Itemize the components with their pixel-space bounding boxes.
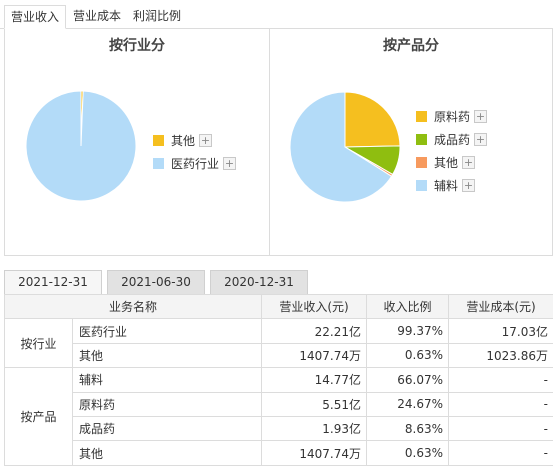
legend-product-other[interactable]: 其他 + bbox=[416, 155, 526, 171]
row-ratio: 0.63% bbox=[366, 440, 450, 466]
table-row: 按行业 医药行业 22.21亿 99.37% 17.03亿 bbox=[4, 318, 553, 369]
legend-industry-other[interactable]: 其他 + bbox=[153, 133, 253, 149]
row-ratio: 99.37% bbox=[366, 318, 450, 344]
legend-swatch bbox=[153, 158, 164, 169]
tab-cost[interactable]: 营业成本 bbox=[72, 9, 121, 23]
product-panel: 按产品分 原料药 + 成品药 + 其他 + 辅料 + bbox=[270, 29, 553, 256]
product-pie-slice-0[interactable] bbox=[344, 91, 401, 148]
row-revenue: 1.93亿 bbox=[261, 415, 368, 442]
expand-plus-icon[interactable]: + bbox=[462, 179, 475, 192]
row-cost: - bbox=[448, 391, 553, 417]
row-revenue: 14.77亿 bbox=[261, 367, 368, 393]
row-revenue: 1407.74万 bbox=[261, 342, 368, 369]
legend-product-finished[interactable]: 成品药 + bbox=[416, 132, 526, 148]
legend-swatch bbox=[416, 111, 427, 122]
row-name: 原料药 bbox=[71, 391, 263, 417]
expand-plus-icon[interactable]: + bbox=[474, 133, 487, 146]
top-tab-bar: 营业收入 营业成本 利润比例 bbox=[0, 0, 553, 29]
header-business-name: 业务名称 bbox=[3, 293, 263, 320]
table-row: 其他 1407.74万 0.63% 1023.86万 bbox=[5, 342, 553, 369]
header-ratio: 收入比例 bbox=[366, 293, 450, 320]
table-row: 其他 1407.74万 0.63% - bbox=[5, 440, 553, 466]
row-name: 其他 bbox=[71, 440, 263, 466]
row-cost: 1023.86万 bbox=[448, 342, 553, 369]
row-name: 成品药 bbox=[71, 415, 263, 442]
header-cost: 营业成本(元) bbox=[448, 293, 553, 320]
header-revenue: 营业收入(元) bbox=[261, 293, 368, 320]
date-tab-2020-12-31[interactable]: 2020-12-31 bbox=[210, 270, 308, 294]
industry-panel-title: 按行业分 bbox=[109, 38, 165, 54]
legend-product-api[interactable]: 原料药 + bbox=[416, 109, 526, 125]
tab-revenue[interactable]: 营业收入 bbox=[4, 5, 66, 29]
product-pie-chart bbox=[289, 91, 401, 203]
row-ratio: 66.07% bbox=[366, 367, 450, 393]
legend-industry-pharma[interactable]: 医药行业 + bbox=[153, 156, 253, 172]
row-revenue: 1407.74万 bbox=[261, 440, 368, 466]
table-header-row: 业务名称 营业收入(元) 收入比例 营业成本(元) bbox=[3, 293, 553, 320]
expand-plus-icon[interactable]: + bbox=[223, 157, 236, 170]
legend-swatch bbox=[416, 180, 427, 191]
table-row: 原料药 5.51亿 24.67% - bbox=[5, 391, 553, 417]
legend-product-excipient[interactable]: 辅料 + bbox=[416, 178, 526, 194]
row-ratio: 0.63% bbox=[366, 342, 450, 369]
legend-label: 辅料 bbox=[434, 179, 459, 193]
industry-pie-chart bbox=[25, 90, 137, 202]
legend-swatch bbox=[416, 157, 427, 168]
date-tab-2021-12-31[interactable]: 2021-12-31 bbox=[4, 270, 102, 294]
row-ratio: 24.67% bbox=[366, 391, 450, 417]
legend-label: 医药行业 bbox=[171, 157, 220, 171]
legend-swatch bbox=[153, 135, 164, 146]
row-ratio: 8.63% bbox=[366, 415, 450, 442]
legend-swatch bbox=[416, 134, 427, 145]
legend-label: 其他 bbox=[434, 156, 459, 170]
row-cost: - bbox=[448, 367, 553, 393]
row-cost: - bbox=[448, 415, 553, 442]
legend-label: 原料药 bbox=[434, 110, 471, 124]
date-tab-2021-06-30[interactable]: 2021-06-30 bbox=[107, 270, 205, 294]
row-revenue: 5.51亿 bbox=[261, 391, 368, 417]
category-cell: 按行业 bbox=[4, 318, 73, 369]
product-pie-slice-3[interactable] bbox=[289, 91, 393, 203]
product-panel-title: 按产品分 bbox=[383, 38, 439, 54]
expand-plus-icon[interactable]: + bbox=[462, 156, 475, 169]
row-name: 医药行业 bbox=[71, 318, 263, 344]
row-name: 辅料 bbox=[71, 367, 263, 393]
table-row: 按产品 辅料 14.77亿 66.07% - bbox=[4, 367, 553, 466]
category-cell: 按产品 bbox=[4, 367, 73, 466]
tab-profit-ratio[interactable]: 利润比例 bbox=[132, 9, 181, 23]
expand-plus-icon[interactable]: + bbox=[199, 134, 212, 147]
business-breakdown-table: 业务名称 营业收入(元) 收入比例 营业成本(元) 按行业 医药行业 22.21… bbox=[3, 293, 553, 466]
table-row: 成品药 1.93亿 8.63% - bbox=[5, 415, 553, 442]
legend-label: 其他 bbox=[171, 134, 196, 148]
expand-plus-icon[interactable]: + bbox=[474, 110, 487, 123]
row-revenue: 22.21亿 bbox=[261, 318, 368, 344]
industry-panel: 按行业分 其他 + 医药行业 + bbox=[4, 29, 270, 256]
industry-pie-slice-1[interactable] bbox=[25, 90, 137, 202]
row-cost: 17.03亿 bbox=[448, 318, 553, 344]
row-cost: - bbox=[448, 440, 553, 466]
row-name: 其他 bbox=[71, 342, 263, 369]
legend-label: 成品药 bbox=[434, 133, 471, 147]
